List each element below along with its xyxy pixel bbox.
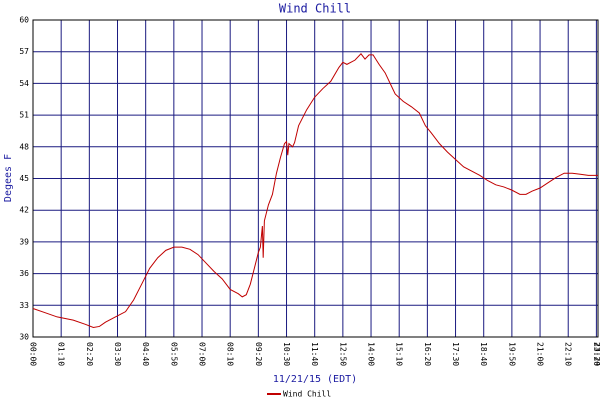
y-tick-label: 48 xyxy=(19,142,29,151)
x-tick-label: 11:40 xyxy=(310,342,319,366)
x-tick-label: 17:30 xyxy=(451,342,460,366)
x-axis-label: 11/21/15 (EDT) xyxy=(273,374,357,385)
x-tick-label: 00:00 xyxy=(29,342,38,366)
x-tick-label: 02:20 xyxy=(85,342,94,366)
x-tick-label: 04:40 xyxy=(141,342,150,366)
chart-title: Wind Chill xyxy=(279,2,351,16)
x-tick-label: 14:00 xyxy=(367,342,376,366)
x-tick-label: 12:50 xyxy=(338,342,347,366)
legend-label: Wind Chill xyxy=(283,390,331,399)
y-tick-label: 42 xyxy=(19,206,29,215)
x-tick-label: 19:50 xyxy=(507,342,516,366)
x-tick-label: 05:50 xyxy=(169,342,178,366)
x-tick-label: 03:30 xyxy=(113,342,122,366)
x-tick-label: 22:10 xyxy=(564,342,573,366)
x-tick-label: 10:30 xyxy=(282,342,291,366)
x-tick-label: 01:10 xyxy=(57,342,66,366)
y-tick-label: 30 xyxy=(19,333,29,342)
x-tick-label: 09:20 xyxy=(254,342,263,366)
x-tick-label: 15:10 xyxy=(395,342,404,366)
y-axis-label: Degees F xyxy=(3,154,14,202)
y-tick-label: 51 xyxy=(19,111,29,120)
data-line xyxy=(32,53,598,329)
y-tick-label: 36 xyxy=(19,269,29,278)
x-tick-label: 16:20 xyxy=(423,342,432,366)
y-tick-label: 39 xyxy=(19,237,29,246)
x-tick-label: 21:00 xyxy=(536,342,545,366)
x-tick-label: 18:40 xyxy=(479,342,488,366)
y-tick-label: 45 xyxy=(19,174,29,183)
y-tick-label: 54 xyxy=(19,79,29,88)
y-tick-label: 57 xyxy=(19,47,29,56)
x-tick-label: 07:00 xyxy=(198,342,207,366)
x-tick-label: 08:10 xyxy=(226,342,235,366)
x-tick-label: 23:24 xyxy=(594,342,600,366)
y-tick-label: 60 xyxy=(19,16,29,25)
x-tick-label: 23:20 xyxy=(592,342,600,366)
y-tick-label: 33 xyxy=(19,301,29,310)
plot-border xyxy=(32,19,599,338)
